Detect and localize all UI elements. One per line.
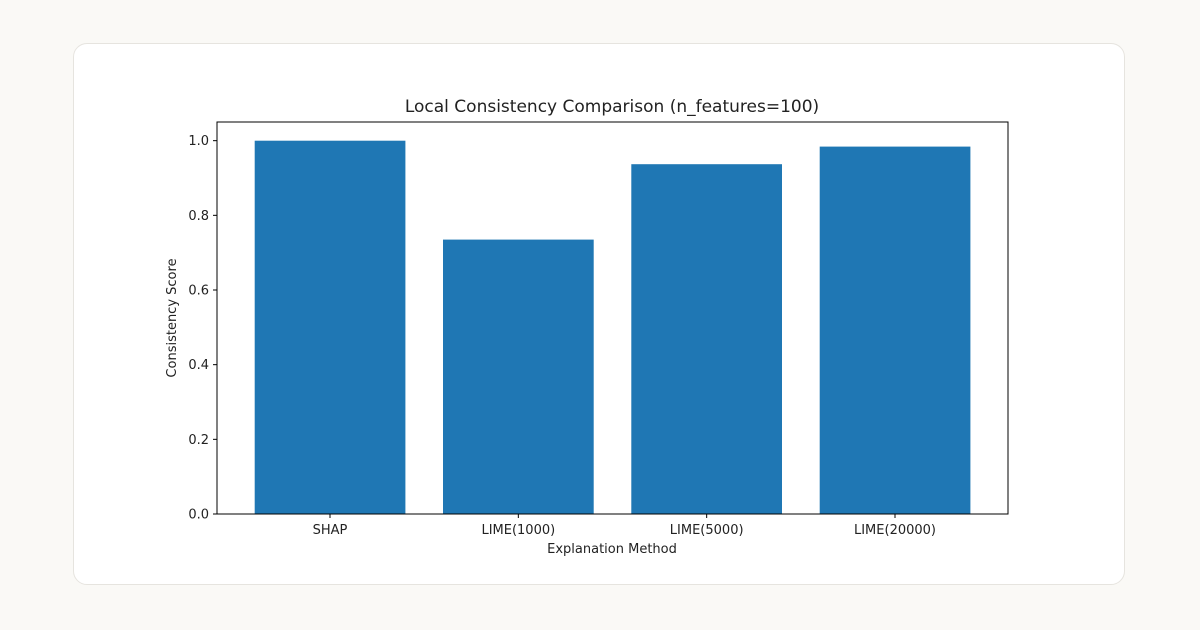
y-tick-label: 1.0 [188,134,209,149]
x-tick-label: LIME(1000) [481,523,555,538]
x-axis-label: Explanation Method [547,542,677,557]
chart-title: Local Consistency Comparison (n_features… [405,97,819,117]
x-tick-label: SHAP [313,523,348,538]
y-axis-label: Consistency Score [165,258,180,377]
y-tick-label: 0.0 [188,508,209,523]
x-tick-label: LIME(5000) [670,523,744,538]
x-tick-label: LIME(20000) [854,523,936,538]
bars-group [254,140,971,514]
bar-shap [254,140,406,514]
bar-lime-20000 [819,146,971,514]
bar-lime-5000 [631,164,782,514]
y-axis-ticks: 0.0 0.2 0.4 0.6 0.8 1.0 [188,134,217,523]
y-tick-label: 0.8 [188,209,209,224]
plot-frame [216,121,1009,515]
y-tick-label: 0.2 [188,433,209,448]
y-tick-label: 0.6 [188,284,209,299]
x-axis-ticks: SHAP LIME(1000) LIME(5000) LIME(20000) [313,514,936,538]
y-tick-label: 0.4 [188,358,209,373]
bar-lime-1000 [443,239,594,514]
